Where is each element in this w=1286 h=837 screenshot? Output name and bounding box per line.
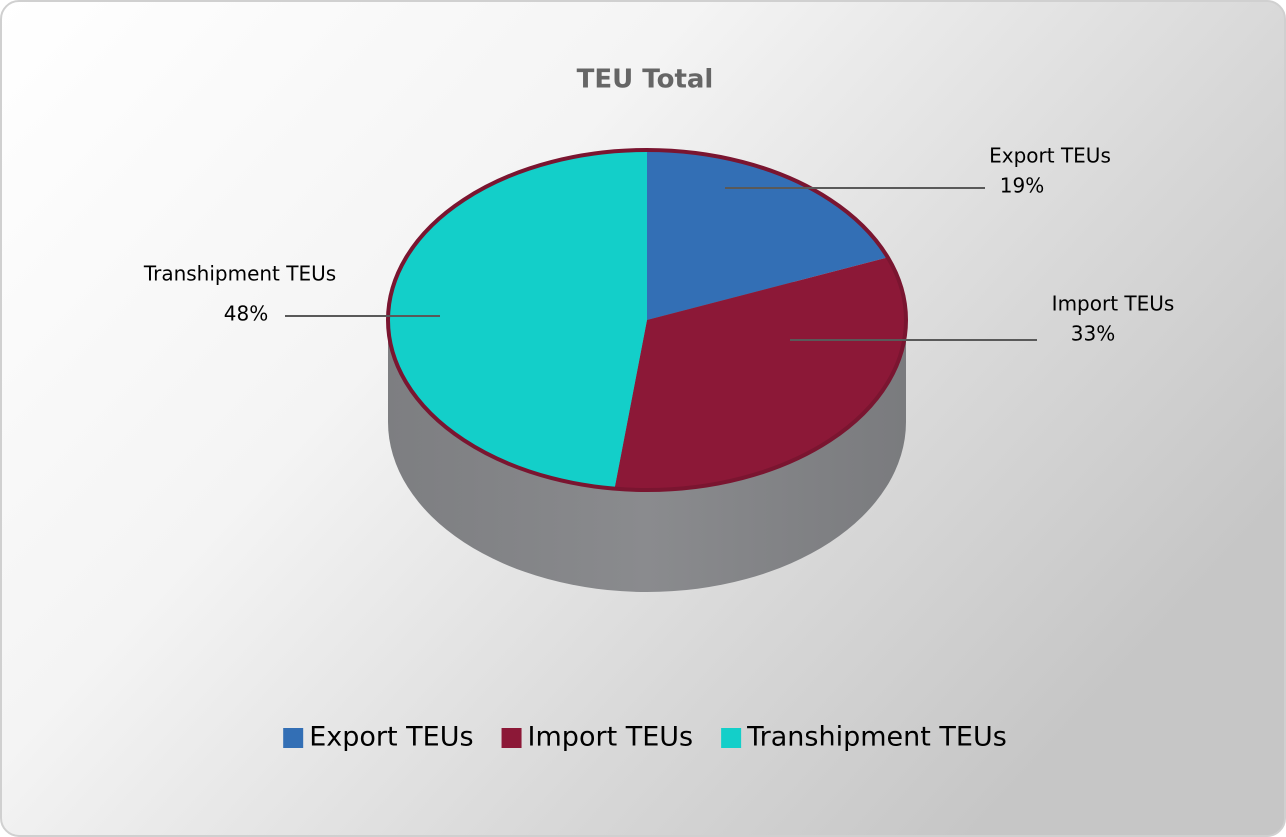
chart-title: TEU Total [577, 65, 714, 95]
pie-outline [386, 148, 908, 492]
data-label-name: Import TEUs [1052, 292, 1175, 316]
legend-swatch [721, 728, 742, 748]
data-label-value: 19% [1000, 174, 1044, 198]
legend: Export TEUs Import TEUs Transhipment TEUs [283, 722, 1007, 753]
legend-swatch [283, 728, 304, 748]
legend-label: Export TEUs [309, 722, 473, 753]
legend-swatch [501, 728, 522, 748]
pie-slice [614, 257, 906, 490]
data-label-name: Export TEUs [989, 144, 1111, 168]
pie-slice [647, 150, 888, 320]
pie-slice [387, 150, 647, 489]
legend-label: Import TEUs [528, 722, 694, 753]
data-label-value: 48% [224, 302, 268, 326]
legend-label: Transhipment TEUs [746, 722, 1007, 753]
data-label-name: Transhipment TEUs [143, 262, 336, 286]
data-label-value: 33% [1071, 322, 1115, 346]
